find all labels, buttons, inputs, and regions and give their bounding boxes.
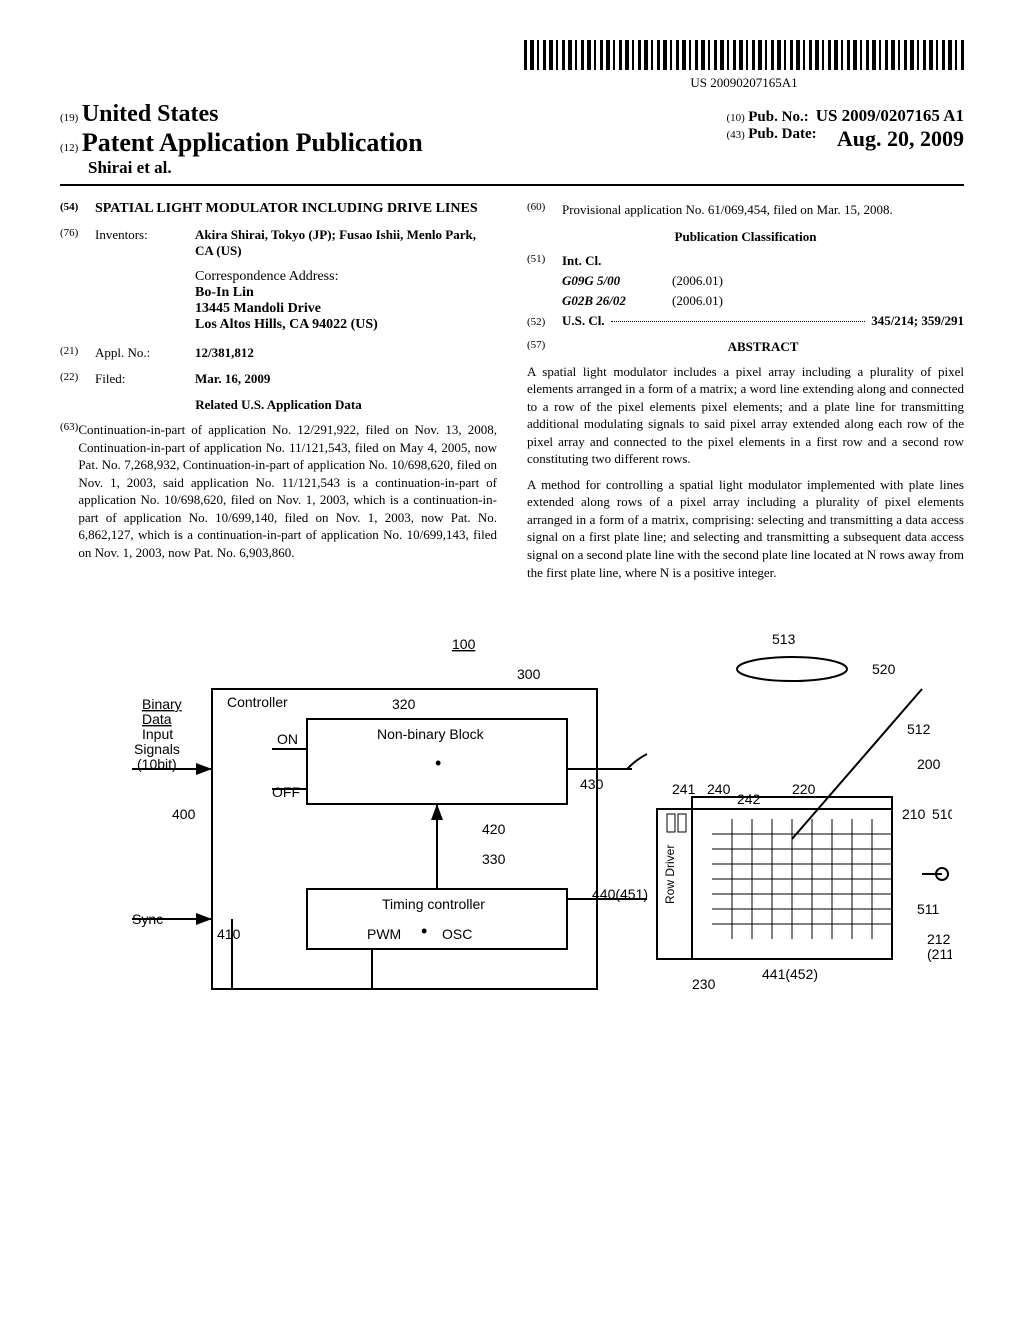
fig-label-410: 410 — [217, 926, 241, 942]
inventors: Akira Shirai, Tokyo (JP); Fusao Ishii, M… — [195, 227, 497, 259]
appl-no: 12/381,812 — [195, 345, 497, 361]
fig-input: Input — [142, 726, 173, 742]
fig-pwm: PWM — [367, 926, 401, 942]
code-21: (21) — [60, 345, 95, 361]
fig-osc: OSC — [442, 926, 472, 942]
pub-type: Patent Application Publication — [82, 128, 423, 157]
fig-label-330: 330 — [482, 851, 506, 867]
abstract-p1: A spatial light modulator includes a pix… — [527, 363, 964, 468]
related-heading: Related U.S. Application Data — [60, 397, 497, 413]
inventors-label: Inventors: — [95, 227, 195, 259]
fig-rowdriver: Row Driver — [663, 845, 677, 904]
fig-label-512: 512 — [907, 721, 931, 737]
barcode-number: US 20090207165A1 — [524, 75, 964, 91]
uscl-label: U.S. Cl. — [562, 313, 605, 329]
fig-timing: Timing controller — [382, 896, 485, 912]
figure-svg: 100 300 320 513 520 512 200 241 240 242 … — [72, 619, 952, 1019]
right-column: (60) Provisional application No. 61/069,… — [527, 201, 964, 589]
code-51: (51) — [527, 253, 562, 269]
code-12: (12) — [60, 142, 78, 154]
provisional-text: Provisional application No. 61/069,454, … — [562, 201, 893, 219]
abstract-heading: ABSTRACT — [562, 339, 964, 355]
code-22: (22) — [60, 371, 95, 387]
fig-signals: Signals — [134, 741, 180, 757]
fig-label-420: 420 — [482, 821, 506, 837]
intcl-label: Int. Cl. — [562, 253, 601, 269]
corr-name: Bo-In Lin — [195, 285, 497, 301]
intcl2-code: G02B 26/02 — [562, 293, 672, 309]
fig-nonbinary: Non-binary Block — [377, 726, 485, 742]
fig-controller: Controller — [227, 694, 288, 710]
barcode-region: US 20090207165A1 — [60, 40, 964, 91]
fig-label-211: (211) — [927, 946, 952, 962]
fig-label-520: 520 — [872, 661, 896, 677]
code-60: (60) — [527, 201, 562, 219]
corr-street: 13445 Mandoli Drive — [195, 301, 497, 317]
intcl2-year: (2006.01) — [672, 293, 762, 309]
fig-label-441: 441(452) — [762, 966, 818, 982]
pubno-label: Pub. No.: — [748, 109, 808, 125]
fig-label-430: 430 — [580, 776, 604, 792]
fig-label-210: 210 — [902, 806, 926, 822]
fig-label-241: 241 — [672, 781, 696, 797]
abstract-p2: A method for controlling a spatial light… — [527, 476, 964, 581]
authors: Shirai et al. — [88, 158, 172, 177]
fig-binary: Binary — [142, 696, 182, 712]
uscl-value: 345/214; 359/291 — [871, 313, 964, 329]
code-76: (76) — [60, 227, 95, 259]
fig-label-240: 240 — [707, 781, 731, 797]
fig-label-230: 230 — [692, 976, 716, 992]
intcl1-year: (2006.01) — [672, 273, 762, 289]
filed-date: Mar. 16, 2009 — [195, 371, 497, 387]
country: United States — [82, 101, 219, 127]
code-54: (54) — [60, 201, 95, 217]
fig-label-513: 513 — [772, 631, 796, 647]
code-52: (52) — [527, 316, 562, 328]
classification-heading: Publication Classification — [527, 229, 964, 245]
fig-label-510: 510 — [932, 806, 952, 822]
fig-label-242: 242 — [737, 791, 761, 807]
fig-sync: Sync — [132, 911, 163, 927]
code-63: (63) — [60, 421, 78, 561]
fig-bits: (10bit) — [137, 756, 177, 772]
intcl1-code: G09G 5/00 — [562, 273, 672, 289]
fig-label-440: 440(451) — [592, 886, 648, 902]
fig-label-100: 100 — [452, 636, 476, 652]
fig-label-220: 220 — [792, 781, 816, 797]
body-columns: (54) SPATIAL LIGHT MODULATOR INCLUDING D… — [60, 201, 964, 589]
related-text: Continuation-in-part of application No. … — [78, 421, 497, 561]
pub-number: US 2009/0207165 A1 — [816, 106, 964, 125]
code-57: (57) — [527, 339, 562, 363]
fig-on: ON — [277, 731, 298, 747]
code-43: (43) — [726, 129, 744, 141]
svg-text:•: • — [421, 921, 427, 941]
dotted-leader — [611, 321, 866, 322]
fig-label-320: 320 — [392, 696, 416, 712]
title: SPATIAL LIGHT MODULATOR INCLUDING DRIVE … — [95, 201, 478, 217]
svg-text:•: • — [435, 753, 441, 773]
figure: 100 300 320 513 520 512 200 241 240 242 … — [60, 619, 964, 1024]
applno-label: Appl. No.: — [95, 345, 195, 361]
header: (19) United States (12) Patent Applicati… — [60, 101, 964, 186]
correspondence-label: Correspondence Address: — [195, 269, 497, 285]
code-10: (10) — [726, 112, 744, 124]
corr-city: Los Altos Hills, CA 94022 (US) — [195, 317, 497, 333]
pub-date: Aug. 20, 2009 — [837, 126, 964, 152]
barcode-icon — [524, 40, 964, 70]
fig-label-400: 400 — [172, 806, 196, 822]
code-19: (19) — [60, 112, 78, 124]
fig-label-300: 300 — [517, 666, 541, 682]
fig-label-511: 511 — [917, 901, 940, 917]
fig-data: Data — [142, 711, 172, 727]
fig-off: OFF — [272, 784, 300, 800]
left-column: (54) SPATIAL LIGHT MODULATOR INCLUDING D… — [60, 201, 497, 589]
fig-label-200: 200 — [917, 756, 941, 772]
pubdate-label: Pub. Date: — [748, 126, 816, 142]
fig-label-212: 212 — [927, 931, 951, 947]
filed-label: Filed: — [95, 371, 195, 387]
